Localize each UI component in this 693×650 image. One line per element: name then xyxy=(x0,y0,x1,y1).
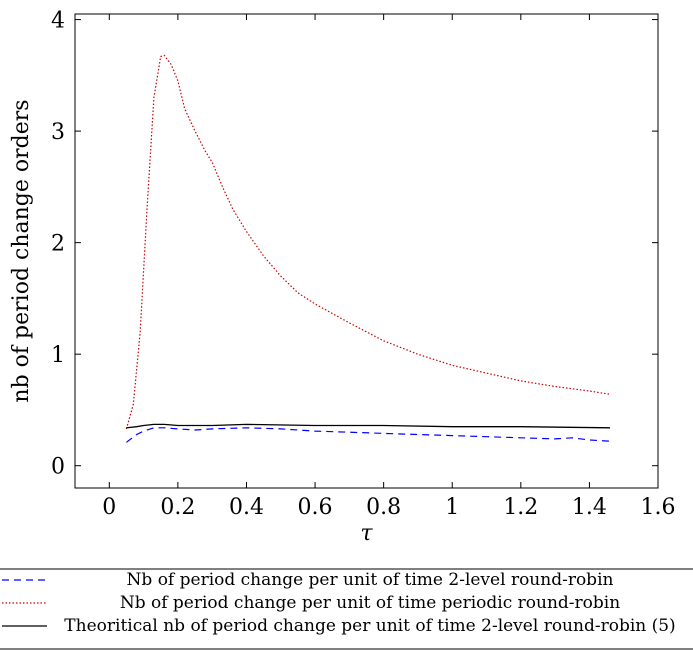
y-tick-label: 4 xyxy=(51,9,65,34)
legend-label-2: Nb of period change per unit of time per… xyxy=(120,593,620,613)
x-tick-label: 0.8 xyxy=(366,495,401,520)
x-tick-label: 1.4 xyxy=(572,495,607,520)
legend-label-1: Nb of period change per unit of time 2-l… xyxy=(127,570,614,590)
x-axis-title: τ xyxy=(360,521,373,546)
plot-area xyxy=(74,13,659,489)
series-line-1 xyxy=(126,427,611,443)
x-tick-label: 1 xyxy=(445,495,459,520)
x-tick-label: 0 xyxy=(102,495,116,520)
x-tick-label: 0.4 xyxy=(229,495,264,520)
legend-label-3: Theoritical nb of period change per unit… xyxy=(64,616,675,636)
y-tick-label: 2 xyxy=(51,232,65,257)
x-tick-label: 0.2 xyxy=(160,495,195,520)
series-line-2 xyxy=(125,54,611,430)
y-axis-title: nb of period change orders xyxy=(9,99,34,402)
plot-frame xyxy=(74,13,659,489)
x-tick-label: 0.6 xyxy=(298,495,333,520)
y-tick-label: 0 xyxy=(51,455,65,480)
y-tick-label: 1 xyxy=(51,343,65,368)
y-tick-label: 3 xyxy=(51,120,65,145)
series-line-3 xyxy=(126,423,611,429)
axis-ticks: 0 0.2 0.4 0.6 0.8 1 1.2 1.4 1.6 0 1 2 3 4 xyxy=(51,9,676,520)
x-tick-label: 1.2 xyxy=(503,495,538,520)
series-lines xyxy=(125,54,611,443)
legend: Nb of period change per unit of time 2-l… xyxy=(0,568,693,650)
x-tick-label: 1.6 xyxy=(641,495,676,520)
